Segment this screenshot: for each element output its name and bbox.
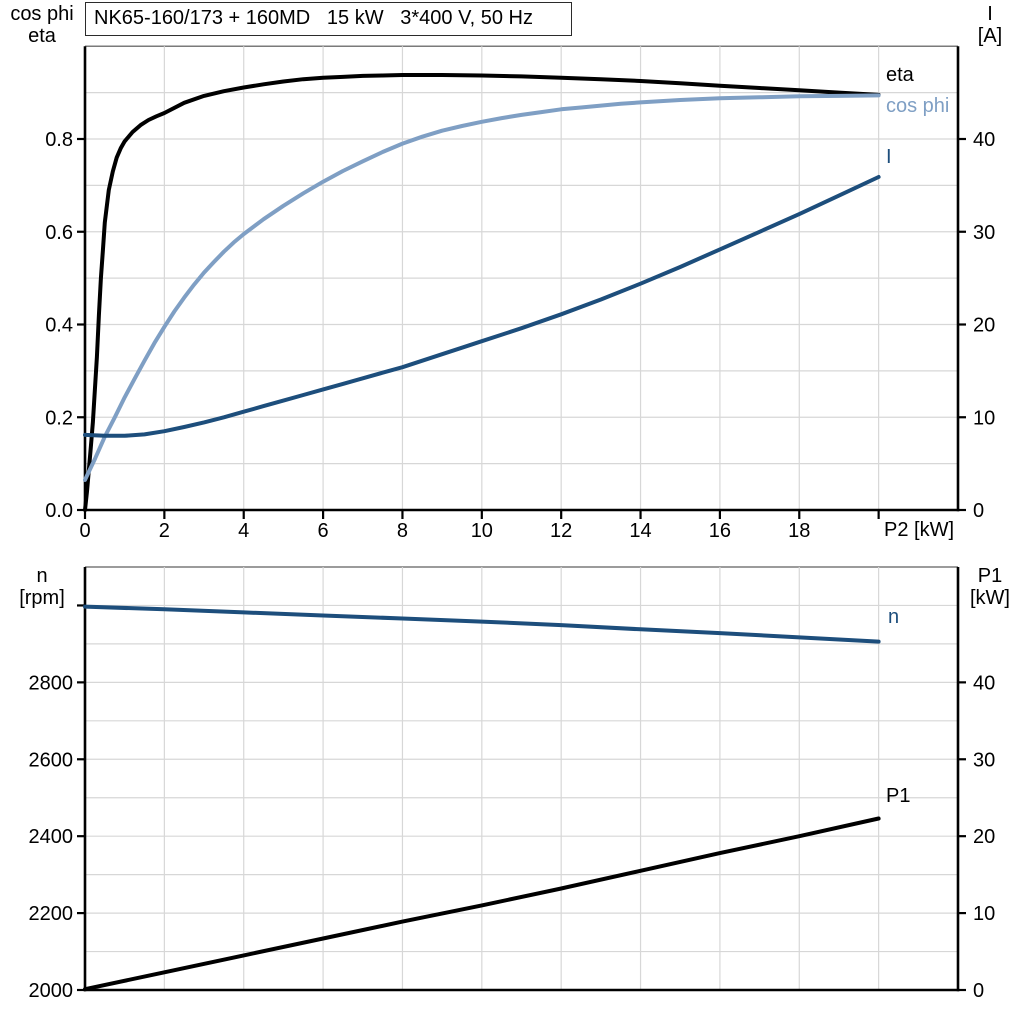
lower-right-axis-header: P1 [kW] (956, 565, 1024, 609)
x-axis-label: P2 [kW] (884, 519, 955, 541)
lower-right-axis-title-line2: [kW] (970, 587, 1010, 609)
x-axis-tick-label: 2 (159, 520, 170, 542)
right-axis-tick-label: 0 (973, 500, 984, 522)
chart-title-box: NK65-160/173 + 160MD 15 kW 3*400 V, 50 H… (85, 2, 572, 36)
left-axis-tick-label: 2400 (29, 826, 74, 848)
x-axis-tick-label: 16 (709, 520, 731, 542)
left-axis-tick-label: 2200 (29, 903, 74, 925)
x-axis-tick-label: 12 (550, 520, 572, 542)
upper-right-axis-header: I [A] (956, 3, 1024, 47)
left-axis-tick-label: 0.6 (45, 222, 73, 244)
lower-left-axis-title-line2: [rpm] (19, 587, 65, 609)
left-axis-tick-label: 2600 (29, 749, 74, 771)
right-axis-tick-label: 40 (973, 129, 995, 151)
right-axis-tick-label: 0 (973, 980, 984, 1002)
left-axis-tick-label: 0.2 (45, 407, 73, 429)
x-axis-tick-label: 8 (397, 520, 408, 542)
x-axis-tick-label: 10 (471, 520, 493, 542)
current-curve (83, 175, 881, 438)
left-axis-tick-label: 0.4 (45, 315, 73, 337)
p1-curve-label: P1 (886, 785, 911, 807)
lower-right-axis-title-line1: P1 (977, 565, 1003, 587)
speed-curve (83, 604, 881, 644)
right-axis-tick-label: 40 (973, 672, 995, 694)
lower-left-axis-header: n [rpm] (0, 565, 84, 609)
cos-phi-curve-label: cos phi (886, 95, 950, 117)
x-axis-tick-label: 0 (79, 520, 90, 542)
current-curve-label: I (886, 146, 892, 168)
p1-curve (83, 816, 881, 992)
x-axis-tick-label: 18 (788, 520, 810, 542)
x-axis-tick-label: 14 (629, 520, 651, 542)
right-axis-tick-label: 10 (973, 407, 995, 429)
right-axis-tick-label: 20 (973, 315, 995, 337)
eta-curve (83, 73, 881, 512)
right-axis-tick-label: 20 (973, 826, 995, 848)
left-axis-tick-label: 2800 (29, 672, 74, 694)
x-axis-tick-label: 4 (238, 520, 249, 542)
right-axis-tick-label: 10 (973, 903, 995, 925)
left-axis-tick-label: 2000 (29, 980, 74, 1002)
left-axis-tick-label: 0.8 (45, 129, 73, 151)
cos-phi-curve (83, 93, 881, 482)
left-axis-tick-label: 0.0 (45, 500, 73, 522)
upper-right-axis-title-line2: [A] (977, 25, 1003, 47)
upper-left-axis-header: cos phi eta (0, 3, 84, 47)
speed-curve-label: n (888, 606, 900, 628)
right-axis-tick-label: 30 (973, 222, 995, 244)
x-axis-tick-label: 6 (318, 520, 329, 542)
upper-left-axis-title-line2: eta (28, 25, 56, 47)
lower-left-axis-title-line1: n (36, 565, 48, 587)
eta-curve-label: eta (886, 64, 914, 86)
upper-right-axis-title-line1: I (987, 3, 993, 25)
right-axis-tick-label: 30 (973, 749, 995, 771)
upper-left-axis-title-line1: cos phi (10, 3, 74, 25)
